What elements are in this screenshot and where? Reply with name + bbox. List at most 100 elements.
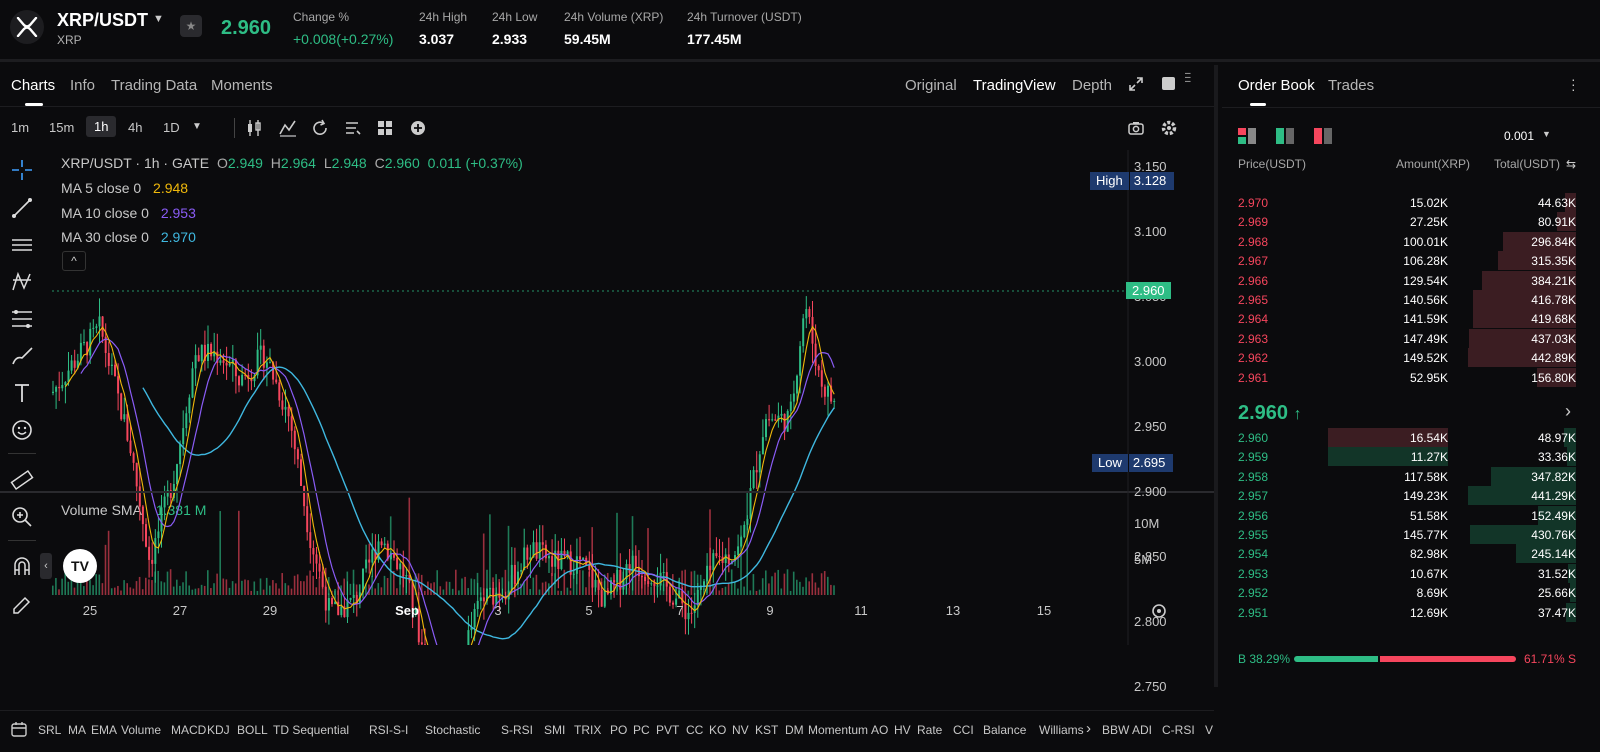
timeframe-dropdown-icon[interactable]: ▼ (192, 121, 202, 132)
bid-row[interactable]: 2.952 8.69K 25.66K (1222, 583, 1600, 603)
bid-row[interactable]: 2.958 117.58K 347.82K (1222, 466, 1600, 486)
bid-row[interactable]: 2.959 11.27K 33.36K (1222, 447, 1600, 467)
indicator-item[interactable]: MA (68, 723, 86, 737)
indicator-item[interactable]: CCI (953, 723, 974, 737)
view-both-icon[interactable] (1238, 128, 1256, 144)
ask-row[interactable]: 2.968 100.01K 296.84K (1222, 231, 1600, 251)
indicators-icon[interactable] (279, 119, 297, 137)
indicator-item[interactable]: Stochastic (425, 723, 481, 737)
view-tradingview[interactable]: TradingView (973, 77, 1056, 94)
indicator-item[interactable]: TD Sequential (273, 723, 350, 737)
bid-row[interactable]: 2.956 51.58K 152.49K (1222, 505, 1600, 525)
tradingview-logo[interactable]: TV (63, 549, 97, 583)
collapse-legend-icon[interactable]: ^ (62, 251, 86, 271)
indicator-item[interactable]: SMI (544, 723, 566, 737)
collapse-toolbar-icon[interactable]: ‹ (40, 553, 52, 579)
indicator-item[interactable]: CC (686, 723, 704, 737)
indicator-item[interactable]: SRL (38, 723, 62, 737)
indicators-next-icon[interactable]: › (1086, 720, 1091, 737)
indicator-item[interactable]: Volume (121, 723, 162, 737)
text-icon[interactable] (10, 381, 34, 405)
indicator-item[interactable]: Williams (1039, 723, 1084, 737)
magnet-icon[interactable] (10, 555, 34, 579)
ask-row[interactable]: 2.962 149.52K 442.89K (1222, 348, 1600, 368)
pencil-lock-icon[interactable] (10, 593, 34, 617)
bid-row[interactable]: 2.957 149.23K 441.29K (1222, 486, 1600, 506)
tab-charts[interactable]: Charts (11, 77, 56, 94)
layout-grid-icon[interactable] (376, 119, 394, 137)
ask-row[interactable]: 2.961 52.95K 156.80K (1222, 367, 1600, 387)
indicator-item[interactable]: PVT (656, 723, 680, 737)
price-chart[interactable] (0, 65, 1214, 645)
indicator-item[interactable]: EMA (91, 723, 118, 737)
indicator-item[interactable]: BBW (1102, 723, 1130, 737)
ask-row[interactable]: 2.967 106.28K 315.35K (1222, 251, 1600, 271)
indicator-item[interactable]: PC (633, 723, 650, 737)
indicator-item[interactable]: DM (785, 723, 804, 737)
templates-icon[interactable] (344, 119, 362, 137)
sort-icon[interactable]: ⇆ (1566, 157, 1577, 171)
pair-dropdown-icon[interactable]: ▼ (153, 13, 164, 25)
bid-row[interactable]: 2.960 16.54K 48.97K (1222, 428, 1600, 447)
indicator-item[interactable]: C-RSI (1162, 723, 1195, 737)
view-asks-icon[interactable] (1314, 128, 1332, 144)
view-bids-icon[interactable] (1276, 128, 1294, 144)
more-vertical-icon[interactable]: · · · (1571, 71, 1576, 97)
calendar-icon[interactable] (11, 721, 27, 737)
tab-order-book[interactable]: Order Book (1238, 77, 1315, 94)
timeframe-15m[interactable]: 15m (49, 120, 75, 135)
ask-row[interactable]: 2.963 147.49K 437.03K (1222, 328, 1600, 348)
brush-icon[interactable] (10, 344, 34, 368)
layout-icon[interactable] (1162, 77, 1175, 90)
ruler-icon[interactable] (10, 468, 34, 492)
add-indicator-icon[interactable] (409, 119, 427, 137)
bid-row[interactable]: 2.951 12.69K 37.47K (1222, 602, 1600, 622)
candlestick-icon[interactable] (245, 119, 263, 137)
indicator-item[interactable]: KO (709, 723, 727, 737)
indicator-item[interactable]: Momentum (808, 723, 869, 737)
indicator-item[interactable]: KDJ (207, 723, 230, 737)
fib-retracement-icon[interactable] (10, 307, 34, 331)
ask-row[interactable]: 2.970 15.02K 44.63K (1222, 193, 1600, 212)
camera-icon[interactable] (1127, 119, 1145, 137)
timeframe-1d[interactable]: 1D (163, 120, 180, 135)
ask-row[interactable]: 2.966 129.54K 384.21K (1222, 270, 1600, 290)
favorite-star-icon[interactable]: ★ (180, 15, 202, 37)
emoji-icon[interactable] (10, 418, 34, 442)
indicator-item[interactable]: S-RSI (501, 723, 534, 737)
trend-line-icon[interactable] (10, 196, 34, 220)
indicator-item[interactable]: AO (871, 723, 889, 737)
tab-moments[interactable]: Moments (211, 77, 273, 94)
precision-dropdown-icon[interactable]: ▼ (1542, 129, 1551, 139)
indicator-item[interactable]: BOLL (237, 723, 268, 737)
crosshair-icon[interactable] (10, 158, 34, 182)
refresh-icon[interactable] (311, 119, 329, 137)
indicator-item[interactable]: V (1205, 723, 1214, 737)
chevron-right-icon[interactable]: › (1565, 401, 1571, 421)
bid-row[interactable]: 2.953 10.67K 31.52K (1222, 563, 1600, 583)
ask-row[interactable]: 2.964 141.59K 419.68K (1222, 309, 1600, 329)
view-depth[interactable]: Depth (1072, 77, 1113, 94)
precision-select[interactable]: 0.001 (1504, 129, 1535, 143)
indicator-item[interactable]: TRIX (574, 723, 602, 737)
indicator-item[interactable]: Rate (917, 723, 943, 737)
more-icon[interactable]: – – – (1185, 68, 1191, 87)
indicator-item[interactable]: MACD (171, 723, 207, 737)
timeframe-1h[interactable]: 1h (86, 116, 117, 137)
view-original[interactable]: Original (905, 77, 957, 94)
timeframe-1m[interactable]: 1m (11, 120, 30, 135)
fullscreen-icon[interactable] (1128, 76, 1144, 92)
indicator-item[interactable]: KST (755, 723, 779, 737)
ask-row[interactable]: 2.969 27.25K 80.91K (1222, 212, 1600, 232)
tab-info[interactable]: Info (70, 77, 96, 94)
pair-name[interactable]: XRP/USDT (57, 10, 149, 30)
bid-row[interactable]: 2.954 82.98K 245.14K (1222, 544, 1600, 564)
indicator-item[interactable]: PO (610, 723, 628, 737)
timeframe-4h[interactable]: 4h (128, 120, 143, 135)
bid-row[interactable]: 2.955 145.77K 430.76K (1222, 525, 1600, 544)
pattern-icon[interactable] (10, 270, 34, 294)
indicator-item[interactable]: ADI (1132, 723, 1153, 737)
tab-trading-data[interactable]: Trading Data (111, 77, 198, 94)
horizontal-lines-icon[interactable] (10, 233, 34, 257)
indicator-item[interactable]: NV (732, 723, 749, 737)
